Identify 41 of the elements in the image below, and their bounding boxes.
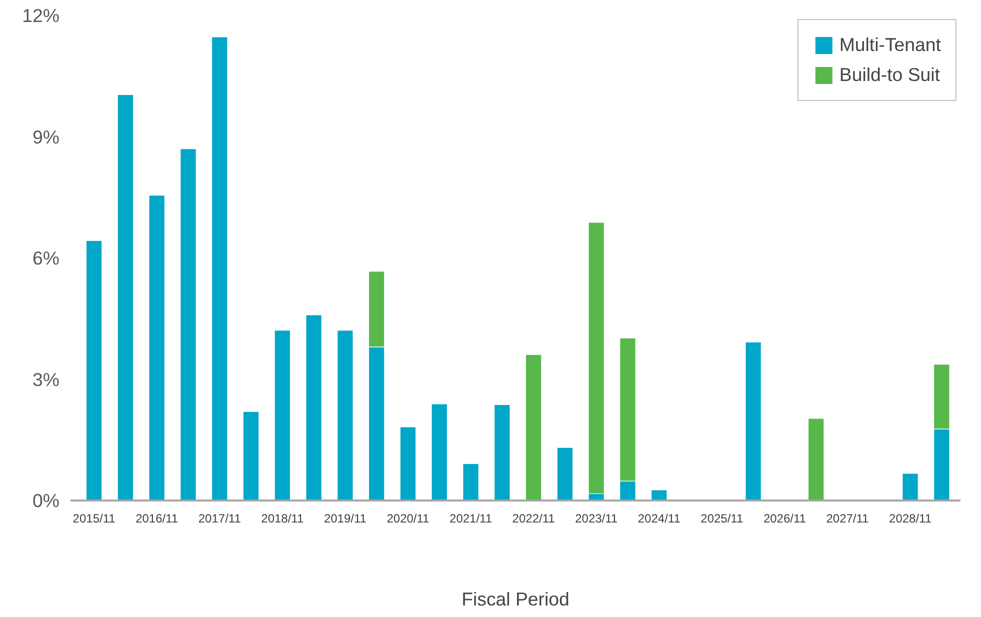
bar [337, 330, 354, 500]
bar [148, 195, 165, 500]
bar [462, 463, 479, 500]
x-tick-label: 2019/11 [324, 512, 367, 526]
y-tick-label: 3% [32, 368, 60, 390]
x-tick-label: 2018/11 [261, 512, 304, 526]
legend-label: Multi-Tenant [839, 34, 941, 56]
bar [525, 354, 542, 500]
bar [556, 447, 574, 500]
x-tick-label: 2022/11 [512, 512, 556, 526]
y-tick-label: 9% [32, 126, 60, 148]
bar [745, 342, 762, 500]
bar [650, 490, 668, 500]
bar [274, 330, 291, 500]
bar [86, 240, 102, 500]
y-tick-label: 0% [32, 490, 60, 511]
x-tick-label: 2026/11 [763, 512, 806, 526]
bar [117, 94, 134, 500]
x-tick-label: 2015/11 [72, 512, 116, 526]
y-tick-label: 12% [22, 5, 60, 26]
x-tick-label: 2027/11 [826, 512, 870, 526]
legend-label: Build-to Suit [839, 64, 940, 86]
bar [808, 418, 824, 500]
x-tick-label: 2024/11 [638, 512, 681, 526]
x-tick-label: 2025/11 [700, 512, 744, 526]
bar [211, 36, 228, 500]
x-tick-label: 2017/11 [198, 512, 242, 526]
x-axis-title: Fiscal Period [462, 588, 570, 610]
x-tick-label: 2020/11 [386, 512, 430, 526]
bar [494, 404, 510, 500]
bar [902, 473, 918, 500]
x-tick-label: 2021/11 [450, 512, 492, 526]
x-tick-label: 2016/11 [136, 512, 178, 526]
bar [306, 314, 322, 500]
bar [400, 426, 416, 500]
x-tick-label: 2028/11 [889, 512, 932, 526]
bar [242, 411, 260, 500]
y-tick-label: 6% [32, 248, 60, 268]
bar [431, 404, 448, 500]
bar [180, 148, 196, 500]
x-tick-label: 2023/11 [575, 512, 618, 526]
